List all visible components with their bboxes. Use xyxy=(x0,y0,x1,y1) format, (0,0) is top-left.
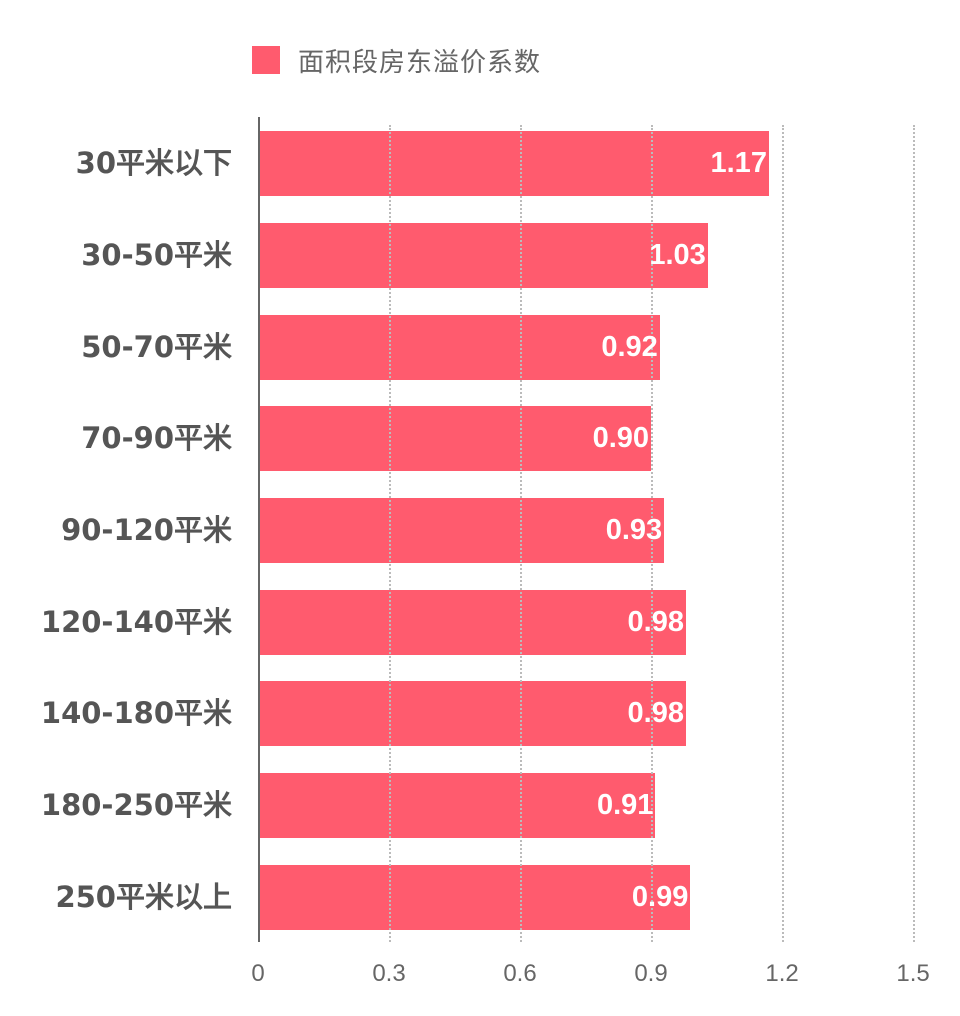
x-tick-label: 0.6 xyxy=(503,960,537,987)
gridline xyxy=(651,125,654,942)
category-label: 50-70平米 xyxy=(81,329,232,364)
bar[interactable] xyxy=(258,864,691,930)
category-label: 30-50平米 xyxy=(81,238,232,272)
x-tick-label: 1.5 xyxy=(896,960,930,987)
bar[interactable] xyxy=(258,681,686,747)
category-label: 30平米以下 xyxy=(75,146,232,181)
bar-value-label: 0.93 xyxy=(605,514,663,546)
bar[interactable] xyxy=(258,498,665,563)
category-label: 250平米以上 xyxy=(55,879,232,914)
bar[interactable] xyxy=(258,773,656,838)
bar-value-label: 0.91 xyxy=(596,789,654,821)
category-label: 140-180平米 xyxy=(40,696,232,731)
bar[interactable] xyxy=(258,131,769,197)
category-label: 90-120平米 xyxy=(61,513,232,547)
x-tick-label: 0.3 xyxy=(372,960,406,987)
bar-value-label: 1.17 xyxy=(710,147,767,180)
category-label: 70-90平米 xyxy=(81,421,232,456)
gridline xyxy=(913,125,916,942)
bar[interactable] xyxy=(258,314,660,380)
chart-legend: 面积段房东溢价系数 xyxy=(252,45,541,78)
x-tick-label: 1.2 xyxy=(765,960,799,987)
x-tick-label: 0.9 xyxy=(634,960,668,987)
y-axis-line xyxy=(258,117,260,942)
gridline xyxy=(389,125,391,942)
bar-value-label: 0.99 xyxy=(631,880,689,913)
bar-value-label: 0.98 xyxy=(627,697,684,730)
plot-area: 1.17 1.03 0.92 0.90 0.93 0.98 0.98 0.91 0.99 xyxy=(258,117,938,942)
x-tick-label: 0 xyxy=(251,960,265,987)
bar[interactable] xyxy=(258,406,652,472)
bar[interactable] xyxy=(258,589,686,655)
bar[interactable] xyxy=(258,223,708,288)
bar-value-label: 1.03 xyxy=(649,239,706,271)
bar-value-label: 0.90 xyxy=(592,422,650,455)
gridline xyxy=(520,125,523,942)
category-label: 120-140平米 xyxy=(40,604,232,639)
gridline xyxy=(782,125,785,942)
bar-value-label: 0.98 xyxy=(627,605,684,638)
legend-swatch xyxy=(252,46,280,74)
bar-value-label: 0.92 xyxy=(601,330,658,363)
category-label: 180-250平米 xyxy=(40,788,232,822)
legend-label: 面积段房东溢价系数 xyxy=(298,47,542,78)
